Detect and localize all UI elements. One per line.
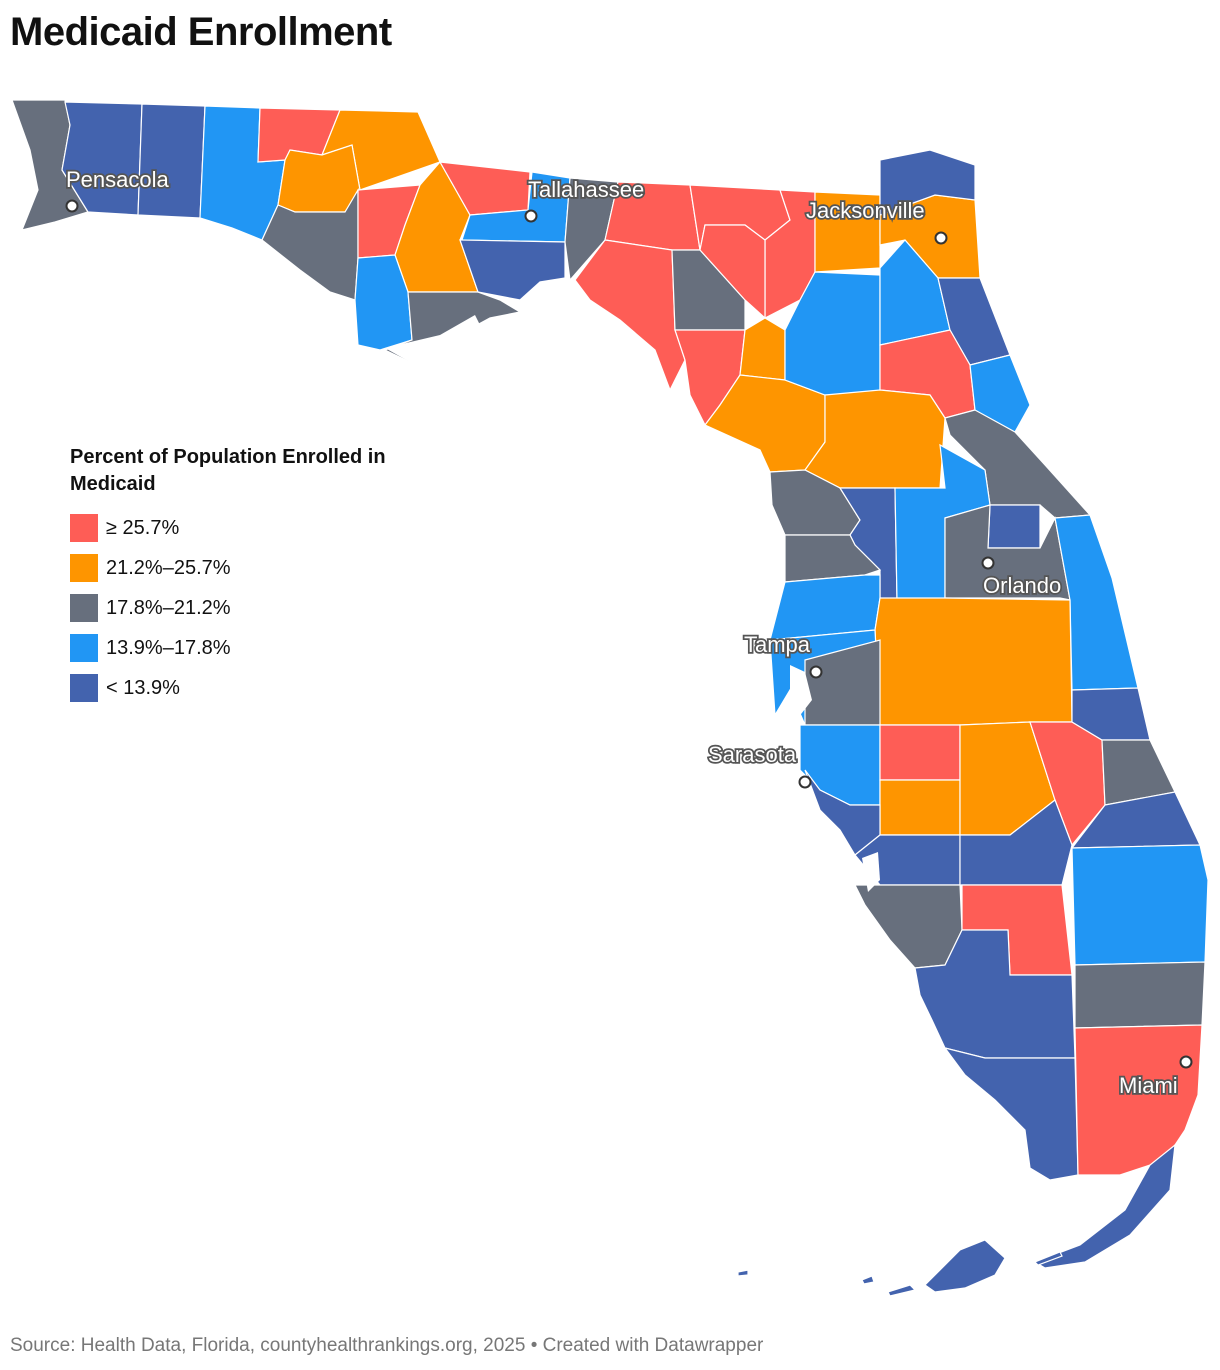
map-legend: Percent of Population Enrolled in Medica… — [70, 444, 430, 708]
city-label-tallahassee: Tallahassee — [528, 177, 644, 202]
county-region[interactable] — [924, 1239, 1006, 1293]
county-region[interactable] — [737, 1269, 749, 1277]
legend-swatch — [70, 554, 98, 582]
city-label-orlando: Orlando — [983, 573, 1061, 598]
county-region[interactable] — [1033, 1143, 1176, 1269]
legend-label: 13.9%–17.8% — [106, 636, 231, 659]
county-region[interactable] — [1074, 1024, 1203, 1176]
city-label-sarasota: Sarasota — [708, 742, 797, 767]
legend-item-low: 13.9%–17.8% — [70, 628, 430, 668]
city-markers: Pensacola Tallahassee Jacksonville Orlan… — [64, 165, 1193, 1100]
city-label-jacksonville: Jacksonville — [806, 198, 925, 223]
legend-swatch — [70, 674, 98, 702]
county-region[interactable] — [874, 597, 1073, 726]
city-dot-miami[interactable] — [1179, 1055, 1193, 1069]
city-label-pensacola: Pensacola — [66, 167, 170, 192]
county-region[interactable] — [459, 239, 566, 301]
county-region[interactable] — [1074, 961, 1206, 1029]
legend-item-high: 21.2%–25.7% — [70, 548, 430, 588]
county-region[interactable] — [861, 1275, 875, 1285]
county-region[interactable] — [943, 1047, 1079, 1181]
county-region[interactable] — [564, 177, 619, 282]
county-region[interactable] — [987, 504, 1041, 549]
county-region[interactable] — [769, 574, 881, 641]
legend-swatch — [70, 514, 98, 542]
county-region[interactable] — [854, 884, 963, 969]
county-region[interactable] — [799, 724, 881, 806]
county-region[interactable] — [354, 254, 413, 351]
county-region[interactable] — [804, 389, 946, 489]
city-label-tampa: Tampa — [744, 632, 811, 657]
legend-item-lowest: < 13.9% — [70, 668, 430, 708]
city-dot-orlando[interactable] — [981, 556, 995, 570]
county-region[interactable] — [671, 249, 746, 331]
county-region[interactable] — [739, 317, 786, 381]
legend-label: 17.8%–21.2% — [106, 596, 231, 619]
legend-label: 21.2%–25.7% — [106, 556, 231, 579]
charlotte-harbor-water — [862, 852, 880, 892]
map-title: Medicaid Enrollment — [10, 10, 392, 54]
county-region[interactable] — [1071, 844, 1209, 966]
legend-label: < 13.9% — [106, 676, 180, 699]
legend-swatch — [70, 594, 98, 622]
water-bodies — [385, 315, 880, 892]
county-region[interactable] — [887, 1284, 917, 1297]
city-dot-pensacola[interactable] — [65, 199, 79, 213]
legend-swatch — [70, 634, 98, 662]
tampa-bay-water — [790, 665, 812, 718]
legend-title: Percent of Population Enrolled in Medica… — [70, 446, 386, 495]
county-region[interactable] — [137, 103, 206, 219]
legend-label: ≥ 25.7% — [106, 516, 180, 539]
legend-item-middle: 17.8%–21.2% — [70, 588, 430, 628]
county-region[interactable] — [277, 144, 361, 213]
county-region[interactable] — [1033, 1251, 1063, 1266]
city-dot-tallahassee[interactable] — [524, 209, 538, 223]
bay-water — [385, 315, 480, 362]
legend-item-highest: ≥ 25.7% — [70, 508, 430, 548]
city-dot-sarasota[interactable] — [798, 775, 812, 789]
county-region[interactable] — [879, 149, 976, 216]
county-region[interactable] — [879, 779, 961, 836]
city-label-miami: Miami — [1119, 1073, 1178, 1098]
county-region[interactable] — [574, 239, 686, 392]
county-region[interactable] — [699, 224, 766, 320]
city-dot-jacksonville[interactable] — [934, 231, 948, 245]
county-regions — [11, 99, 1209, 1297]
source-credit: Source: Health Data, Florida, countyheal… — [10, 1335, 764, 1356]
city-dot-tampa[interactable] — [809, 665, 823, 679]
county-region[interactable] — [879, 724, 961, 781]
